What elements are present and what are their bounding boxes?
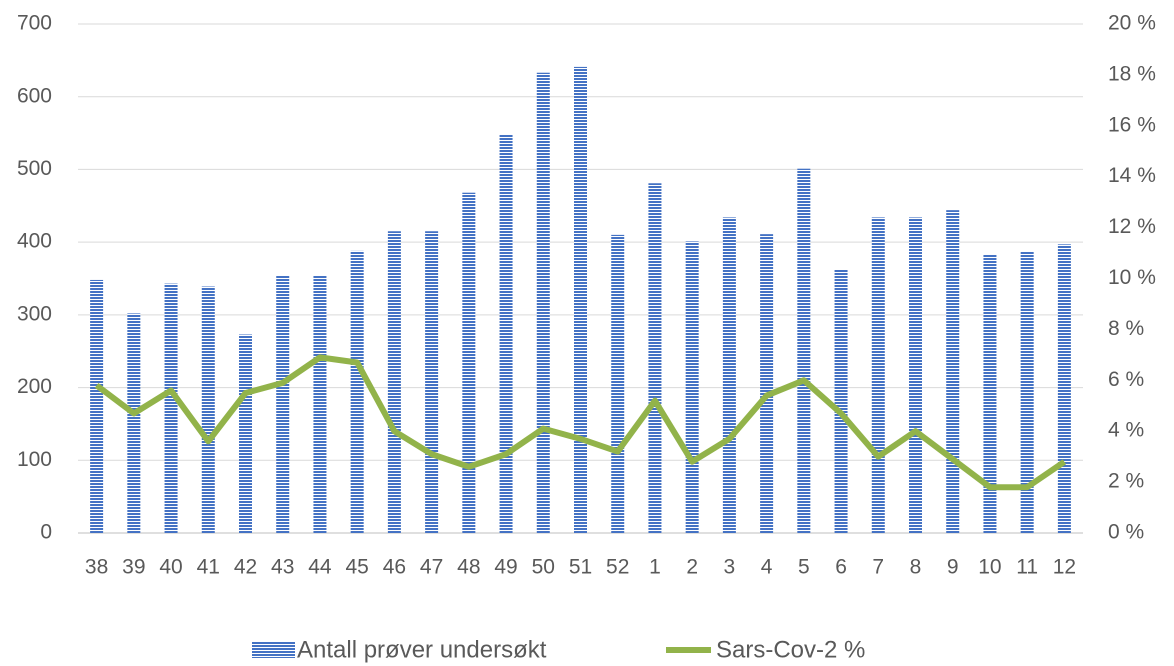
bar	[722, 217, 736, 534]
legend-label: Antall prøver undersøkt	[297, 636, 547, 663]
x-tick-label: 51	[569, 556, 592, 579]
x-tick-label: 7	[872, 556, 884, 579]
x-tick-label: 9	[947, 556, 959, 579]
bar	[834, 269, 848, 533]
x-tick-label: 40	[159, 556, 182, 579]
y-tick-label: 0	[40, 521, 52, 544]
bar	[648, 183, 662, 533]
bar	[425, 231, 439, 533]
bar	[164, 283, 178, 533]
bar	[350, 250, 364, 533]
x-tick-label: 2	[686, 556, 698, 579]
y2-tick-label: 12 %	[1108, 215, 1156, 238]
bar	[462, 192, 476, 533]
bar	[909, 217, 922, 534]
bar	[797, 168, 811, 534]
bar	[1057, 244, 1071, 533]
y-tick-label: 100	[17, 448, 52, 471]
x-tick-label: 52	[606, 556, 629, 579]
x-tick-label: 41	[197, 556, 220, 579]
y2-tick-label: 20 %	[1108, 12, 1156, 35]
y2-tick-label: 10 %	[1108, 266, 1156, 289]
bar	[499, 134, 513, 534]
bar	[611, 234, 625, 533]
bar	[1020, 251, 1034, 534]
bar	[387, 231, 401, 533]
bar	[946, 210, 960, 534]
legend-swatch	[252, 642, 295, 658]
y-tick-label: 500	[17, 157, 52, 180]
bar	[313, 275, 327, 533]
x-tick-label: 42	[234, 556, 257, 579]
x-tick-label: 5	[798, 556, 810, 579]
bar	[127, 313, 141, 533]
x-tick-label: 8	[910, 556, 922, 579]
y2-tick-label: 0 %	[1108, 521, 1144, 544]
y-tick-label: 200	[17, 375, 52, 398]
y-tick-label: 700	[17, 12, 52, 35]
x-tick-label: 1	[649, 556, 661, 579]
x-tick-label: 47	[420, 556, 443, 579]
x-tick-label: 11	[1016, 556, 1038, 579]
x-tick-label: 44	[308, 556, 332, 579]
bar	[276, 275, 290, 533]
x-tick-label: 4	[761, 556, 773, 579]
y2-tick-label: 18 %	[1108, 62, 1156, 85]
x-tick-label: 49	[494, 556, 517, 579]
y2-tick-label: 6 %	[1108, 368, 1144, 391]
x-tick-label: 38	[85, 556, 108, 579]
y-tick-label: 600	[17, 84, 52, 107]
line	[94, 354, 1067, 491]
y2-tick-label: 16 %	[1108, 113, 1156, 136]
bar	[574, 66, 587, 533]
bar	[536, 72, 550, 534]
x-tick-label: 39	[122, 556, 145, 579]
bar	[871, 217, 885, 534]
x-tick-label: 12	[1053, 556, 1076, 579]
bar	[685, 241, 699, 533]
x-tick-label: 48	[457, 556, 480, 579]
y-tick-label: 300	[17, 302, 52, 325]
bar	[201, 286, 215, 533]
x-tick-label: 45	[345, 556, 368, 579]
bar	[983, 254, 997, 534]
x-tick-label: 3	[724, 556, 736, 579]
bar	[239, 334, 252, 533]
x-tick-label: 6	[835, 556, 847, 579]
y2-tick-label: 4 %	[1108, 419, 1144, 442]
y-tick-label: 400	[17, 230, 52, 253]
x-tick-label: 10	[978, 556, 1001, 579]
y2-tick-label: 14 %	[1108, 164, 1156, 187]
y2-tick-label: 2 %	[1108, 470, 1144, 493]
bar	[90, 279, 104, 533]
x-tick-label: 43	[271, 556, 294, 579]
x-tick-label: 50	[532, 556, 555, 579]
x-tick-label: 46	[383, 556, 406, 579]
legend-label: Sars-Cov-2 %	[716, 636, 865, 663]
y2-tick-label: 8 %	[1108, 317, 1144, 340]
bar	[760, 234, 774, 533]
